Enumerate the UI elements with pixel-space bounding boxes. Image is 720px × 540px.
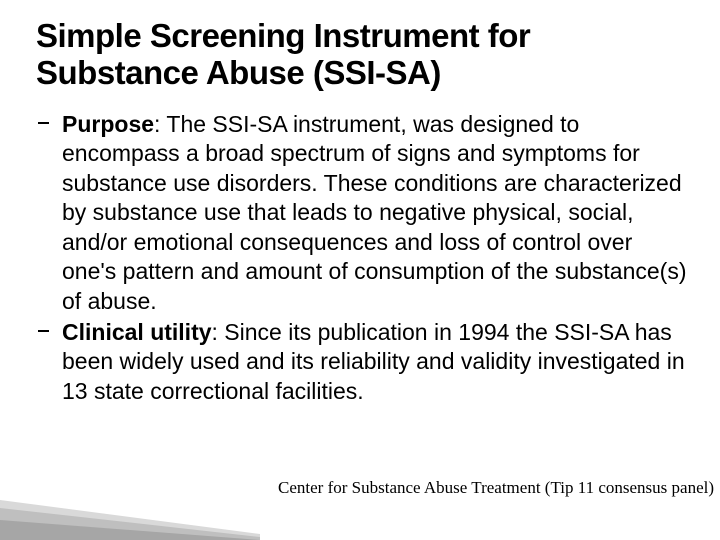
slide: Simple Screening Instrument for Substanc… bbox=[0, 0, 720, 540]
bullet-label: Purpose bbox=[62, 111, 154, 137]
citation-text: Center for Substance Abuse Treatment (Ti… bbox=[278, 478, 714, 498]
slide-title: Simple Screening Instrument for Substanc… bbox=[36, 18, 692, 92]
bullet-label: Clinical utility bbox=[62, 319, 212, 345]
decorative-wedge bbox=[0, 500, 260, 540]
wedge-top bbox=[0, 500, 260, 540]
bullet-text: : The SSI-SA instrument, was designed to… bbox=[62, 111, 687, 314]
list-item: Clinical utility: Since its publication … bbox=[62, 318, 692, 406]
wedge-mid bbox=[0, 508, 260, 540]
list-item: Purpose: The SSI-SA instrument, was desi… bbox=[62, 110, 692, 316]
bullet-list: Purpose: The SSI-SA instrument, was desi… bbox=[36, 110, 692, 406]
wedge-bot bbox=[0, 520, 260, 540]
